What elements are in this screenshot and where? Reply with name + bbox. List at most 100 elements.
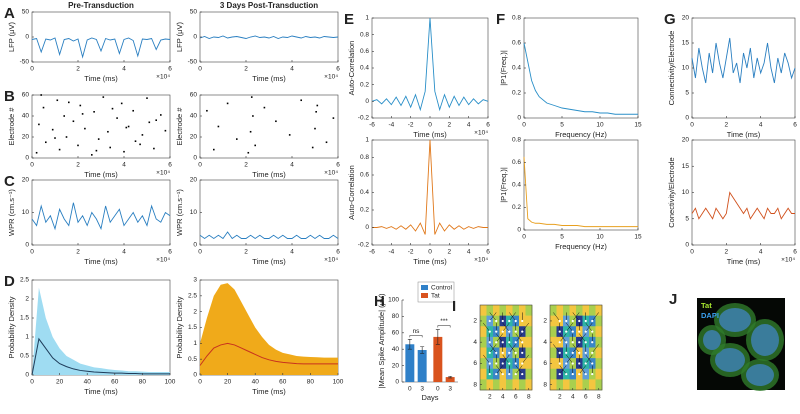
spike-dot xyxy=(148,121,151,124)
y-tick-label: 0.8 xyxy=(360,31,369,38)
heatmap-cell xyxy=(525,305,533,316)
y-tick-label: 2 xyxy=(543,318,547,325)
axes-frame xyxy=(691,139,796,246)
electrode xyxy=(514,362,517,365)
x-tick-label: 80 xyxy=(139,379,147,386)
electrode xyxy=(558,372,561,376)
heatmap-cell xyxy=(595,305,603,316)
axes-frame xyxy=(371,139,489,246)
electrode xyxy=(558,362,561,365)
legend-label: Control xyxy=(431,285,453,292)
y-tick-label: 1.5 xyxy=(188,324,197,331)
x-axis-label: Time (ms) xyxy=(84,74,118,83)
connection-arrow xyxy=(509,344,516,353)
y-tick-label: 8 xyxy=(473,381,477,388)
heatmap-cell xyxy=(550,368,557,380)
panel-letter: A xyxy=(4,5,15,22)
y-tick-label: 0 xyxy=(685,115,689,122)
y-tick-label: 5 xyxy=(685,215,689,222)
x-tick-label: 2 xyxy=(725,122,729,129)
electrode xyxy=(508,341,511,344)
electrode xyxy=(495,330,498,333)
x-tick-label: 4 xyxy=(122,249,126,256)
y-axis-label: |P1(Freq.)| xyxy=(499,50,508,86)
electrode xyxy=(521,351,524,354)
heatmap-cell xyxy=(595,358,603,370)
y-tick-label: 0.8 xyxy=(512,137,521,144)
electrode xyxy=(495,341,498,344)
connection-arrow xyxy=(509,312,516,322)
spike-dot xyxy=(58,148,61,151)
spike-dot xyxy=(102,96,105,98)
spike-dot xyxy=(40,94,42,96)
x-axis-label: Time (ms) xyxy=(84,387,118,396)
x-tick-label: 6 xyxy=(168,162,172,169)
connection-arrow xyxy=(489,312,497,322)
x-tick-label: 0 xyxy=(198,66,202,73)
electrode xyxy=(571,319,574,323)
electrode xyxy=(521,330,524,333)
x-tick-label: 2 xyxy=(76,249,80,256)
y-tick-label: 2.5 xyxy=(188,293,197,300)
spike-dot xyxy=(288,134,291,136)
x-tick-label: 100 xyxy=(165,379,176,386)
electrode xyxy=(565,330,568,333)
y-tick-label: 0 xyxy=(517,115,521,122)
x-tick-label: 5 xyxy=(560,122,564,129)
x-axis-label: Frequency (Hz) xyxy=(555,242,607,251)
y-axis-label: |P1(Freq.)| xyxy=(499,167,508,203)
axes-frame xyxy=(523,139,639,231)
y-axis-label: WPR (cm.s⁻¹) xyxy=(7,189,16,236)
x-tick-label: 6 xyxy=(336,249,340,256)
x-tick-label: 6 xyxy=(793,249,797,256)
spike-dot xyxy=(314,127,316,130)
spike-dot xyxy=(109,146,111,149)
nucleus xyxy=(719,308,751,332)
x-tick-label: 20 xyxy=(56,379,64,386)
x-tick-label: -6 xyxy=(369,122,375,129)
y-tick-label: 100 xyxy=(388,297,399,304)
spike-dot xyxy=(250,96,253,98)
x-exponent: ×10⁴ xyxy=(324,257,338,264)
heatmap-cell xyxy=(595,368,603,380)
electrode xyxy=(571,351,574,354)
connection-arrow xyxy=(585,322,593,332)
y-tick-label: 1 xyxy=(365,15,369,22)
electrode xyxy=(584,319,587,323)
spike-dot xyxy=(164,129,167,132)
x-tick-label: -4 xyxy=(388,249,394,256)
x-tick-label: 2 xyxy=(448,249,452,256)
data-line xyxy=(199,231,339,240)
x-tick-label: 6 xyxy=(336,162,340,169)
bar xyxy=(417,350,427,382)
bar xyxy=(445,377,455,382)
x-tick-label: 2 xyxy=(76,66,80,73)
electrode xyxy=(558,319,561,323)
axes-frame xyxy=(31,11,171,63)
spike-dot xyxy=(132,109,134,112)
y-tick-label: 20 xyxy=(190,134,198,141)
x-tick-label: -2 xyxy=(408,122,414,129)
spike-dot xyxy=(236,138,238,140)
axes-frame xyxy=(199,179,339,246)
y-tick-label: 2 xyxy=(25,296,29,303)
spike-dot xyxy=(107,130,109,133)
y-tick-label: 40 xyxy=(392,346,400,353)
confidence-band xyxy=(32,287,170,375)
connection-arrow xyxy=(522,322,529,332)
electrode xyxy=(571,372,574,376)
x-tick-label: 60 xyxy=(279,379,287,386)
connection-arrow xyxy=(566,354,573,364)
spike-dot xyxy=(93,111,95,113)
heatmap-cell xyxy=(550,347,557,359)
x-tick-label: 0 xyxy=(30,379,34,386)
heatmap-cell xyxy=(525,368,533,380)
electrode xyxy=(495,319,498,323)
electrode xyxy=(488,330,491,333)
heatmap-cell xyxy=(589,379,596,391)
x-tick-label: 0 xyxy=(522,122,526,129)
heatmap-cell xyxy=(480,315,487,327)
axes-frame xyxy=(549,304,603,391)
x-tick-label: 2 xyxy=(244,162,248,169)
